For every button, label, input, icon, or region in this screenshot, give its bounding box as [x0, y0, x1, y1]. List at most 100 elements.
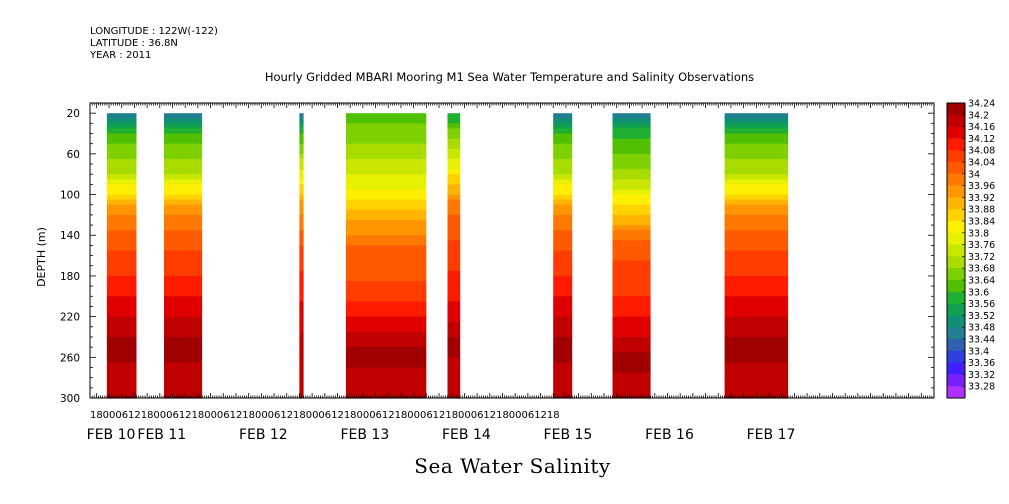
salinity-cell [106, 209, 137, 216]
salinity-cell [724, 321, 789, 328]
x-tick-label: 18 [445, 410, 458, 421]
colorbar-swatch [947, 232, 965, 245]
salinity-cell [345, 225, 427, 231]
salinity-cell [447, 169, 461, 175]
salinity-cell [447, 118, 461, 124]
salinity-cell [299, 164, 304, 170]
salinity-cell [345, 377, 427, 384]
y-tick-label: 20 [67, 108, 80, 120]
salinity-cell [553, 235, 573, 241]
metadata-block: LONGITUDE : 122W(-122) LATITUDE : 36.8N … [90, 26, 218, 62]
x-tick-label: 18 [192, 410, 205, 421]
salinity-cell [164, 214, 203, 221]
salinity-cell [553, 189, 573, 196]
bottom-title: Sea Water Salinity [414, 454, 611, 478]
salinity-cell [299, 225, 304, 231]
salinity-cell [164, 179, 203, 185]
salinity-cell [553, 326, 573, 333]
salinity-cell [612, 153, 651, 160]
colorbar-label: 33.44 [968, 335, 995, 346]
salinity-cell [447, 209, 461, 216]
colorbar-label: 33.64 [968, 276, 995, 287]
salinity-cell [447, 286, 461, 292]
salinity-cell [299, 143, 304, 150]
salinity-cell [724, 357, 789, 363]
salinity-cell [345, 362, 427, 369]
salinity-cell [106, 250, 137, 257]
colorbar-label: 33.4 [968, 346, 989, 357]
y-tick-label: 300 [60, 393, 80, 405]
salinity-cell [724, 118, 789, 124]
x-tick-label: 00 [204, 410, 217, 421]
salinity-cell [447, 138, 461, 145]
latitude-label: LATITUDE : 36.8N [90, 38, 178, 49]
salinity-cell [612, 113, 651, 119]
salinity-cell [164, 225, 203, 231]
salinity-cell [345, 291, 427, 297]
salinity-cell [724, 143, 789, 150]
x-tick-label: 18 [496, 410, 509, 421]
colorbar-label: 33.36 [968, 358, 995, 369]
salinity-cell [164, 291, 203, 297]
colorbar-swatch [947, 221, 965, 234]
salinity-cell [106, 326, 137, 333]
salinity-cell [164, 199, 203, 206]
salinity-cell [299, 342, 304, 348]
salinity-cell [612, 169, 651, 175]
salinity-cell [299, 138, 304, 145]
salinity-cell [447, 352, 461, 358]
salinity-cell [345, 123, 427, 129]
salinity-cell [299, 382, 304, 389]
salinity-cell [447, 362, 461, 369]
salinity-cell [164, 382, 203, 389]
salinity-cell [299, 174, 304, 180]
salinity-cell [106, 311, 137, 318]
salinity-cell [164, 143, 203, 150]
salinity-cell [164, 209, 203, 216]
y-axis-label: DEPTH (m) [35, 227, 48, 287]
salinity-cell [164, 220, 203, 226]
salinity-cell [345, 270, 427, 277]
plot-frame [89, 102, 935, 399]
salinity-cell [553, 113, 573, 119]
salinity-cell [164, 153, 203, 160]
salinity-cell [612, 260, 651, 267]
salinity-cell [553, 331, 573, 338]
salinity-cell [299, 179, 304, 185]
data-segment [447, 113, 461, 399]
salinity-cell [345, 316, 427, 323]
x-date-label: FEB 12 [239, 427, 288, 443]
salinity-cell [164, 118, 203, 124]
x-tick-label: 12 [179, 410, 192, 421]
chart-title: Hourly Gridded MBARI Mooring M1 Sea Wate… [264, 70, 755, 84]
salinity-cell [299, 377, 304, 384]
colorbar-swatch [947, 162, 965, 175]
salinity-cell [106, 158, 137, 165]
salinity-cell [553, 245, 573, 252]
salinity-cell [447, 113, 461, 119]
salinity-cell [299, 169, 304, 175]
salinity-cell [345, 255, 427, 262]
salinity-cell [345, 245, 427, 252]
colorbar-swatch [947, 327, 965, 340]
salinity-cell [106, 372, 137, 379]
colorbar: 34.2434.234.1634.1234.0834.043433.9633.9… [946, 99, 995, 399]
salinity-cell [106, 240, 137, 246]
salinity-cell [724, 316, 789, 323]
salinity-cell [164, 184, 203, 191]
salinity-cell [724, 260, 789, 267]
salinity-cell [553, 158, 573, 165]
salinity-cell [164, 326, 203, 333]
x-date-label: FEB 16 [645, 427, 694, 443]
salinity-cell [724, 387, 789, 394]
salinity-cell [447, 311, 461, 318]
salinity-cell [612, 362, 651, 369]
salinity-cell [164, 245, 203, 252]
salinity-cell [447, 255, 461, 262]
salinity-cell [724, 311, 789, 318]
salinity-cell [724, 148, 789, 155]
salinity-cell [299, 337, 304, 343]
x-tick-label: 06 [115, 410, 128, 421]
year-label: YEAR : 2011 [90, 50, 152, 61]
salinity-cell [447, 194, 461, 201]
